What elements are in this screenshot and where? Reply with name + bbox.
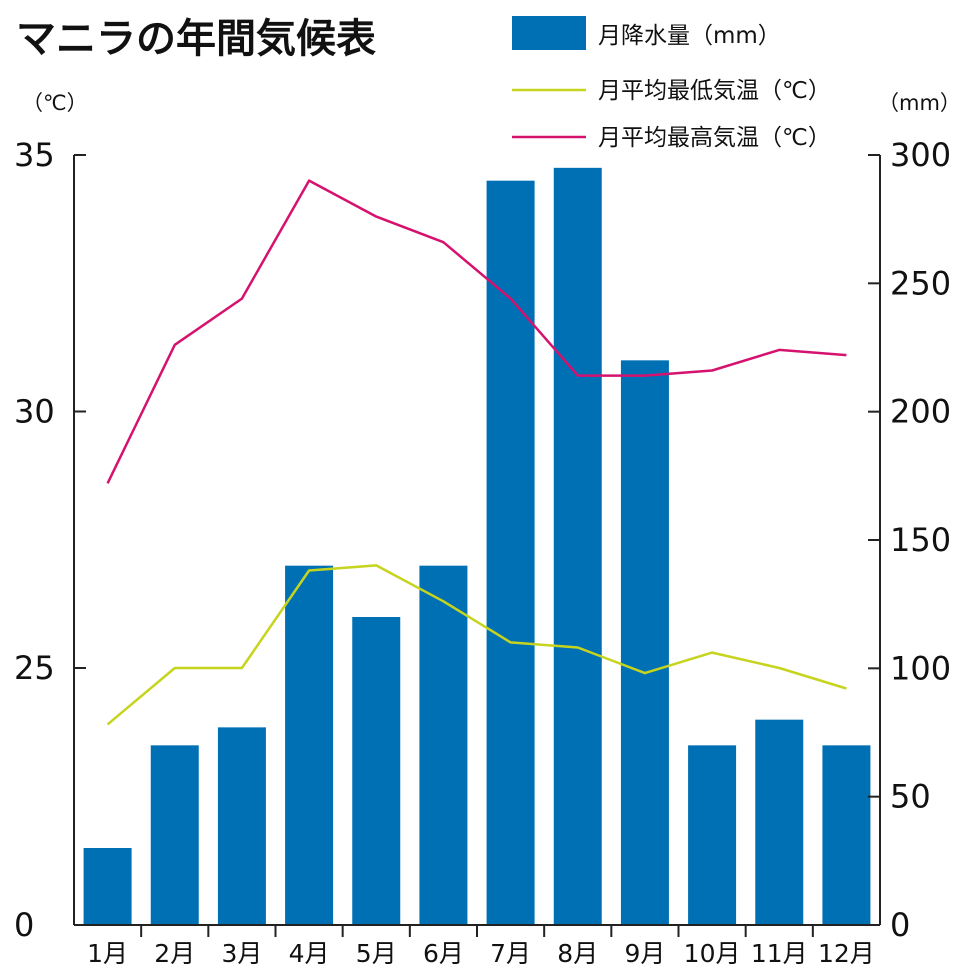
precipitation-bar-12 [822, 745, 871, 925]
right-tick-label: 0 [890, 906, 910, 944]
chart-title: マニラの年間気候表 [16, 16, 376, 62]
legend-label-max-temp: 月平均最高気温（℃） [598, 125, 831, 151]
precipitation-bar-5 [352, 617, 401, 925]
precipitation-bar-8 [553, 167, 602, 926]
max-temp-line [106, 179, 847, 484]
precipitation-bar-2 [150, 745, 199, 925]
precipitation-bars [83, 167, 871, 926]
right-tick-label: 50 [890, 778, 931, 816]
precipitation-bar-11 [755, 719, 804, 925]
x-category-label: 9月 [624, 939, 665, 968]
x-category-label: 11月 [751, 939, 808, 968]
min-temp-line [106, 564, 847, 726]
x-category-label: 3月 [221, 939, 262, 968]
legend-label-precipitation: 月降水量（mm） [598, 23, 781, 49]
x-category-label: 10月 [684, 939, 741, 968]
left-axis-unit: （℃） [22, 91, 88, 115]
precipitation-bar-1 [83, 848, 132, 925]
x-category-label: 6月 [423, 939, 464, 968]
x-category-label: 1月 [87, 939, 128, 968]
precipitation-bar-7 [486, 180, 535, 925]
x-category-label: 12月 [818, 939, 875, 968]
right-tick-label: 250 [890, 264, 951, 302]
x-category-label: 5月 [356, 939, 397, 968]
left-tick-label: 0 [14, 906, 34, 944]
precipitation-bar-3 [217, 727, 266, 925]
left-tick-label: 25 [14, 649, 55, 687]
x-category-label: 8月 [557, 939, 598, 968]
x-category-label: 4月 [289, 939, 330, 968]
right-tick-label: 300 [890, 136, 951, 174]
right-tick-label: 200 [890, 393, 951, 431]
x-category-label: 7月 [490, 939, 531, 968]
legend-swatch-precipitation [512, 16, 586, 50]
precipitation-bar-4 [285, 565, 334, 925]
x-category-label: 2月 [154, 939, 195, 968]
left-tick-label: 35 [14, 136, 55, 174]
precipitation-bar-10 [688, 745, 737, 925]
temperature-lines [106, 179, 847, 726]
legend: 月降水量（mm） 月平均最低気温（℃） 月平均最高気温（℃） [512, 16, 831, 151]
precipitation-bar-9 [620, 360, 669, 925]
right-tick-label: 150 [890, 521, 951, 559]
left-tick-label: 30 [14, 393, 55, 431]
legend-label-min-temp: 月平均最低気温（℃） [598, 78, 831, 104]
right-tick-label: 100 [890, 649, 951, 687]
precipitation-bar-6 [419, 565, 468, 925]
right-axis-unit: （mm） [878, 91, 961, 115]
